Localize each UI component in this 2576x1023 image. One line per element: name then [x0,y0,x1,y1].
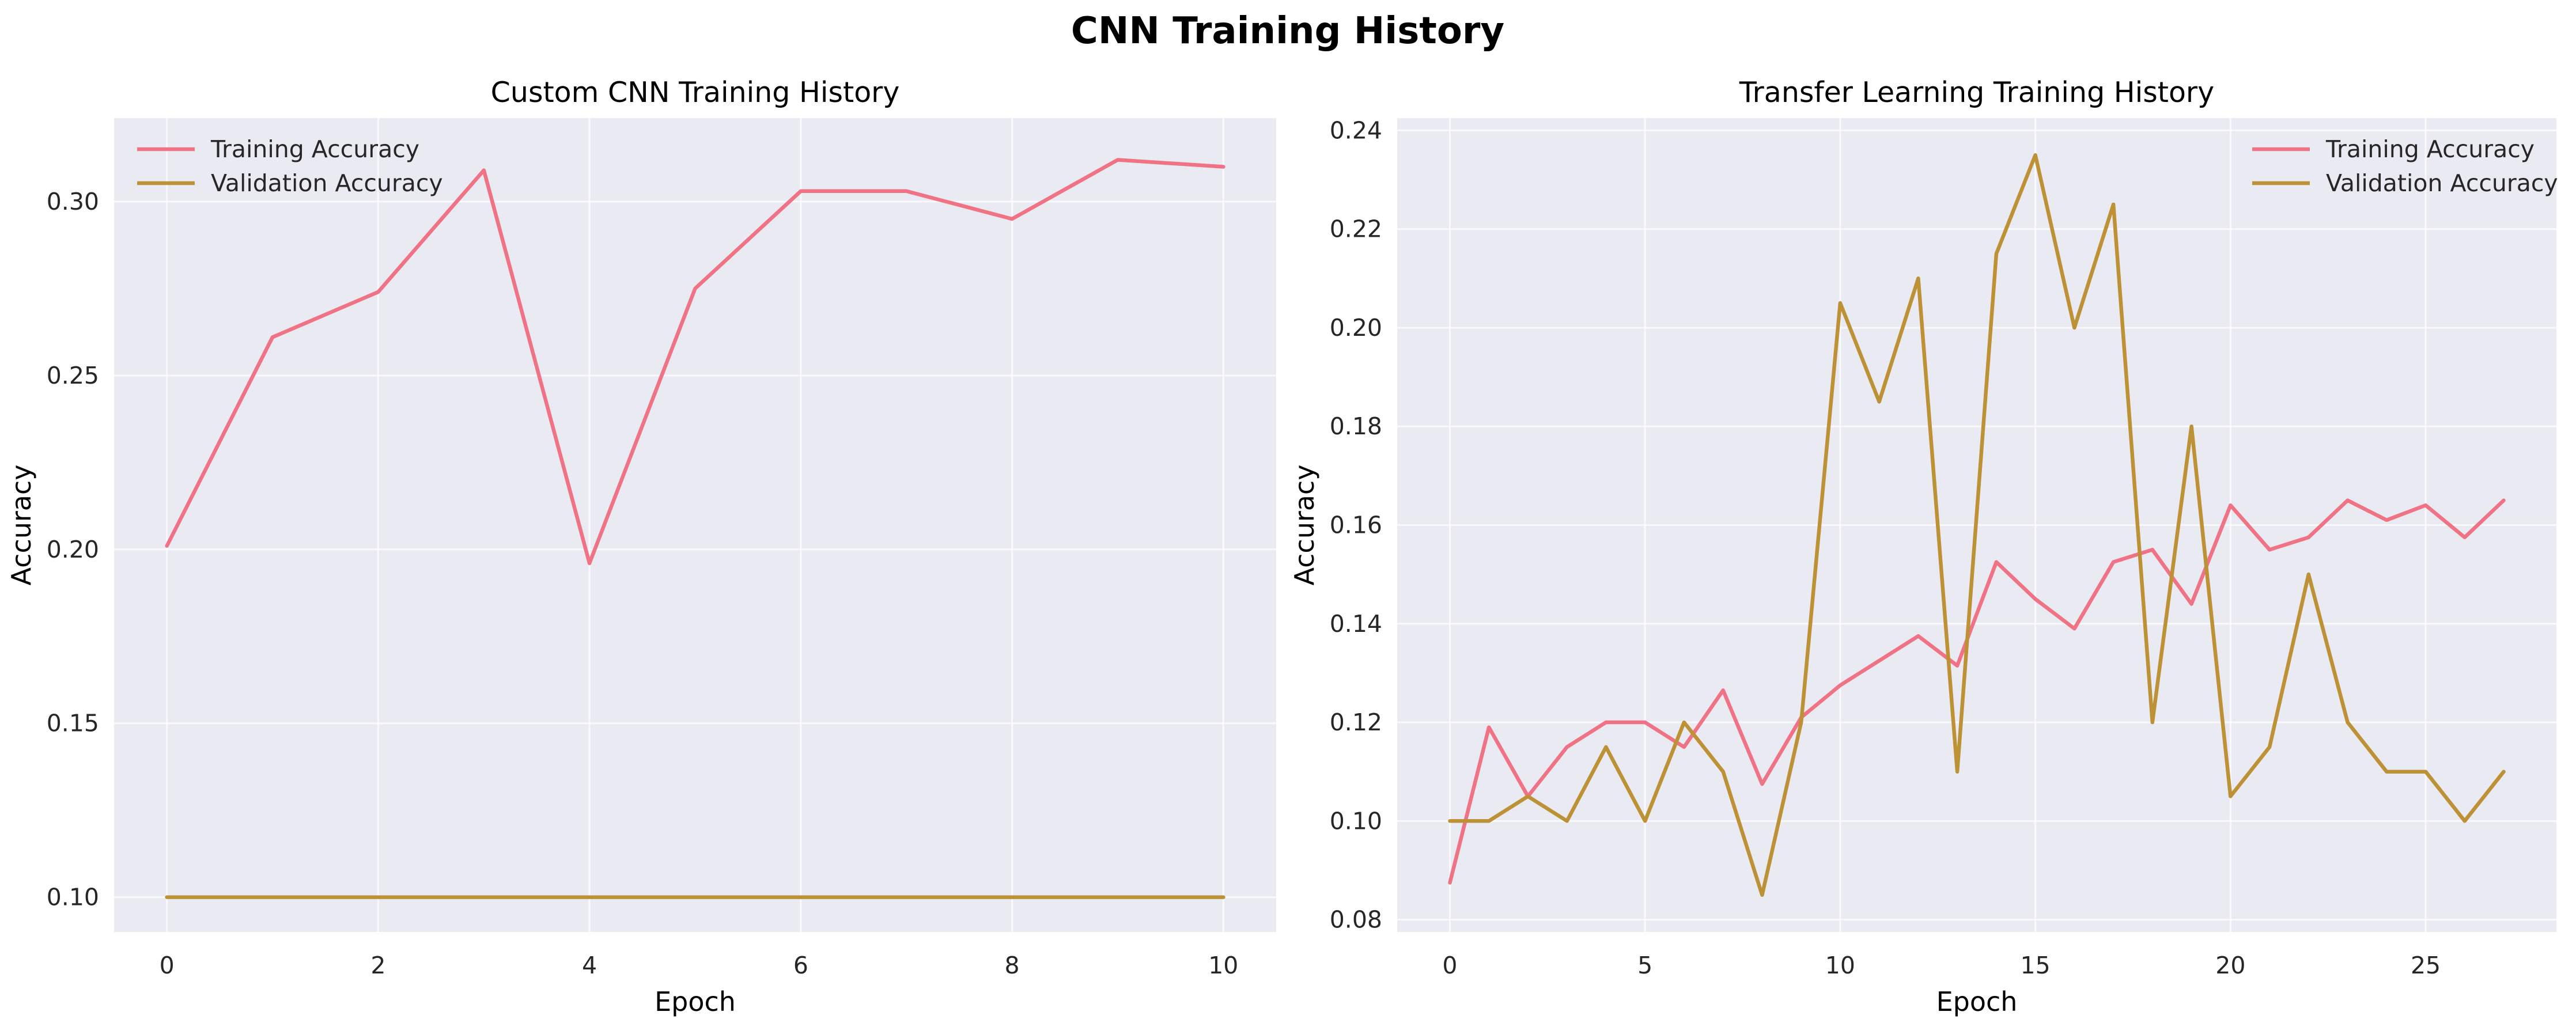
y-axis-label: Accuracy [6,464,37,585]
x-tick-label: 25 [2411,952,2441,979]
training-accuracy-line [165,158,1225,566]
y-tick-label: 0.14 [1330,610,1382,638]
x-tick-label: 0 [1442,952,1457,979]
y-tick-label: 0.12 [1330,708,1382,736]
figure-title: CNN Training History [1071,10,1504,52]
chart-title: Transfer Learning Training History [1739,76,2214,109]
training-accuracy-line [1448,498,2506,885]
legend-label: Validation Accuracy [211,169,443,197]
chart-title: Custom CNN Training History [491,76,900,109]
x-tick-label: 20 [2215,952,2245,979]
y-tick-label: 0.08 [1330,906,1382,934]
x-tick-label: 4 [582,952,597,979]
legend: Training Accuracy Validation Accuracy [2252,135,2558,197]
legend-label: Training Accuracy [2325,135,2535,163]
y-axis-label: Accuracy [1289,464,1320,585]
x-tick-label: 10 [1825,952,1855,979]
x-tick-label: 5 [1637,952,1652,979]
y-tick-label: 0.20 [1330,314,1382,342]
y-tick-label: 0.16 [1330,512,1382,539]
legend-label: Training Accuracy [210,135,419,163]
x-tick-label: 2 [370,952,385,979]
y-tick-label: 0.30 [47,188,99,215]
legend-label: Validation Accuracy [2326,169,2558,197]
y-tick-label: 0.10 [47,884,99,911]
validation-accuracy-line [1448,153,2506,897]
y-tick-label: 0.10 [1330,807,1382,835]
x-tick-label: 6 [793,952,808,979]
x-tick-label: 15 [2021,952,2051,979]
y-tick-label: 0.24 [1330,116,1382,144]
x-axis-label: Epoch [655,986,736,1017]
x-axis-label: Epoch [1936,986,2018,1017]
transfer-learning-chart: 0 5 10 15 20 25 0.08 0.10 0.12 0.14 0.16 0.18 0.20 0.… [1289,76,2558,1017]
custom-cnn-chart: 0 2 4 6 8 10 0.10 0.15 0.20 0.25 0.30 Custom CNN Tr… [6,76,1276,1017]
y-tick-label: 0.15 [47,710,99,737]
y-tick-label: 0.20 [47,536,99,563]
y-tick-label: 0.18 [1330,412,1382,440]
legend: Training Accuracy Validation Accuracy [137,135,443,197]
x-tick-label: 0 [160,952,175,979]
x-tick-label: 8 [1005,952,1020,979]
y-tick-label: 0.25 [47,362,99,389]
y-tick-label: 0.22 [1330,215,1382,243]
x-tick-label: 10 [1208,952,1238,979]
plot-area [114,118,1276,932]
